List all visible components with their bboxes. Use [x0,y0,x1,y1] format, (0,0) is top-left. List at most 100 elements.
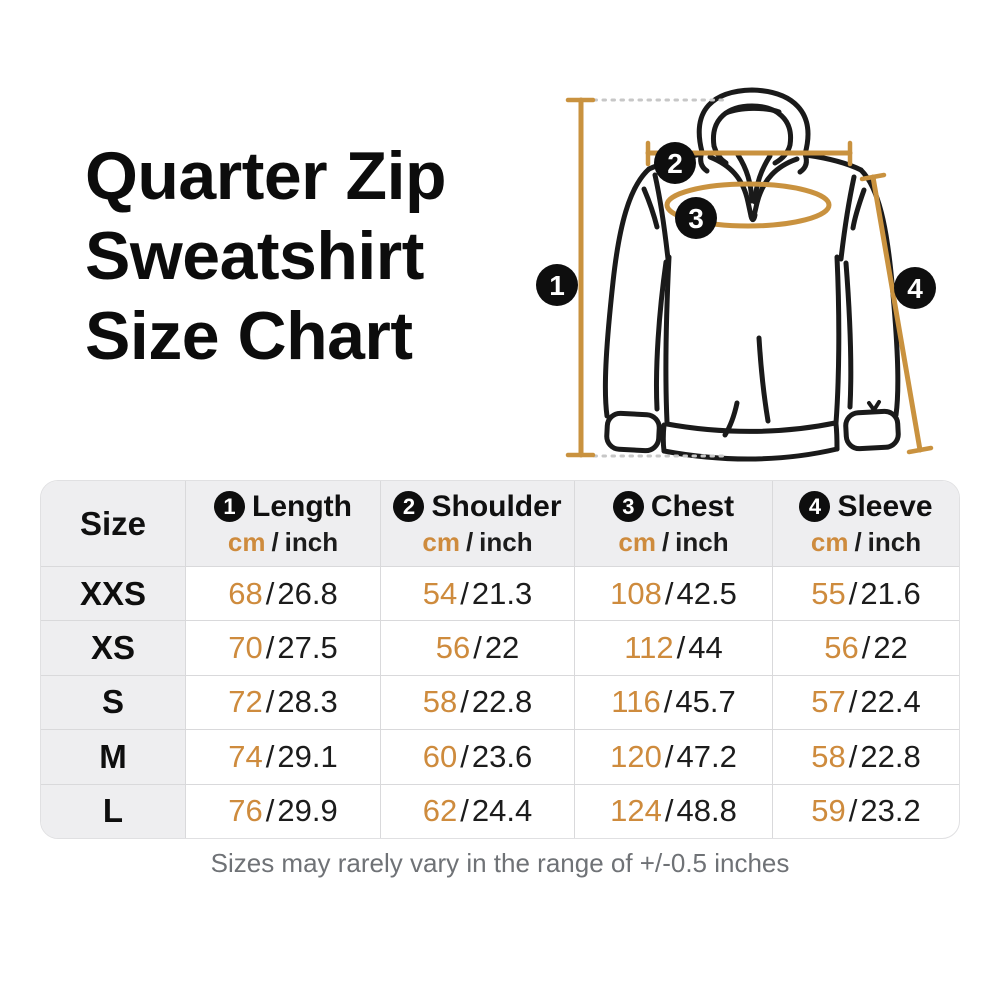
wrinkle-center [756,335,771,424]
chest-header-title: 3 Chest [612,489,735,524]
shoulder-badge: 2 [393,491,425,522]
chest-units: cm / inch [618,527,728,558]
body-right [833,254,842,426]
inch-value: 26.8 [277,575,338,611]
value-separator: / [664,793,674,829]
size-label: XS [90,629,136,667]
unit-inch: inch [675,526,729,557]
cm-value: 55 [811,575,846,611]
inch-value: 42.5 [676,575,737,611]
unit-inch: inch [867,526,922,557]
cm-value: 54 [422,575,458,611]
unit-cm: cm [227,526,266,557]
inch-value: 22.8 [471,684,533,720]
cm-value: 70 [228,630,263,666]
cm-value: 72 [228,684,263,720]
chest-value-cell: 108/42.5 [574,567,772,621]
cm-value: 76 [228,793,263,829]
value-separator: / [265,793,275,829]
unit-inch: inch [479,526,533,557]
size-label: XXS [79,574,147,612]
dotted-guides [592,98,728,458]
chest-header-cell: 3 Chest cm / inch [574,481,772,566]
shoulder-header-title: 2 Shoulder [393,489,562,524]
inch-value: 29.1 [277,738,338,774]
cm-value: 116 [611,684,661,720]
crease-right [850,187,867,231]
value-separator: / [664,738,674,774]
length-value-cell: 76/29.9 [185,784,380,838]
value-separator: / [848,738,858,774]
inch-value: 23.2 [860,793,921,829]
shoulder-value-cell: 56/22 [380,621,574,675]
sleeve-right-inner [843,260,854,410]
size-cell: L [41,784,185,838]
unit-separator: / [465,526,474,557]
tolerance-note: Sizes may rarely vary in the range of +/… [210,848,790,878]
badge-3-circle [675,197,717,239]
sweatshirt-diagram: 1 2 3 4 [536,87,936,462]
length-header-label: Length [252,489,352,523]
cm-value: 59 [811,793,846,829]
value-separator: / [265,684,275,720]
inch-value: 22.8 [860,738,921,774]
inch-value: 22.4 [860,684,921,720]
cuff-left [604,410,662,454]
length-header-title: 1 Length [214,490,352,524]
wrinkle-hem [722,400,740,438]
inch-value: 23.6 [471,738,533,774]
inch-value: 22 [873,630,908,666]
page-title: Quarter Zip Sweatshirt Size Chart [85,136,447,376]
size-cell: XS [41,621,185,675]
size-cell: S [41,675,185,730]
chest-value-cell: 124/48.8 [574,784,772,838]
value-separator: / [848,575,858,611]
cm-value: 120 [610,738,662,774]
measurement-marks [565,97,934,458]
shoulder-value-cell: 62/24.4 [380,784,574,838]
sleeve-cap-bottom [906,445,934,455]
table-header-row: Size 1 Length cm / inch 2 Shoulder cm / inch [41,481,959,566]
size-cell: M [41,730,185,784]
value-separator: / [676,630,686,666]
table-row-l: L 76/29.9 62/24.4 124/48.8 59/23.2 [41,783,959,838]
collar-v-left [707,154,754,219]
inch-value: 28.3 [277,684,338,720]
value-separator: / [460,738,469,774]
sleeve-header-label: Sleeve [837,489,933,523]
cm-value: 58 [422,684,458,720]
chest-header-label: Chest [650,489,735,523]
hood-outline [696,87,811,157]
cm-value: 58 [811,738,846,774]
value-separator: / [265,738,275,774]
size-table: Size 1 Length cm / inch 2 Shoulder cm / inch [40,480,960,839]
value-separator: / [265,630,275,666]
value-separator: / [848,793,858,829]
unit-cm: cm [810,526,849,557]
hem-top [664,420,838,434]
cm-value: 57 [811,684,846,720]
shoulder-value-cell: 58/22.8 [380,675,574,730]
value-separator: / [861,630,871,666]
inch-value: 47.2 [676,738,737,774]
badge-4-number: 4 [907,273,923,304]
hood-fold [723,105,782,116]
inch-value: 24.4 [471,793,533,829]
sleeve-units: cm / inch [811,527,921,558]
inch-value: 21.6 [860,575,921,611]
size-label: S [101,683,124,721]
size-label: L [102,792,124,830]
badge-4-circle [894,267,936,309]
length-units: cm / inch [228,527,338,558]
shoulder-header-label: Shoulder [431,489,562,523]
sleeve-value-cell: 57/22.4 [772,675,959,730]
sleeve-cap-top [859,172,887,182]
sleeve-left-outer [602,166,652,419]
shoulder-value-cell: 54/21.3 [380,567,574,621]
chest-measure-ellipse [664,181,832,229]
inch-value: 29.9 [277,793,338,829]
chest-badge: 3 [612,491,644,522]
inch-value: 48.8 [676,793,737,829]
shoulder-units: cm / inch [422,527,532,558]
